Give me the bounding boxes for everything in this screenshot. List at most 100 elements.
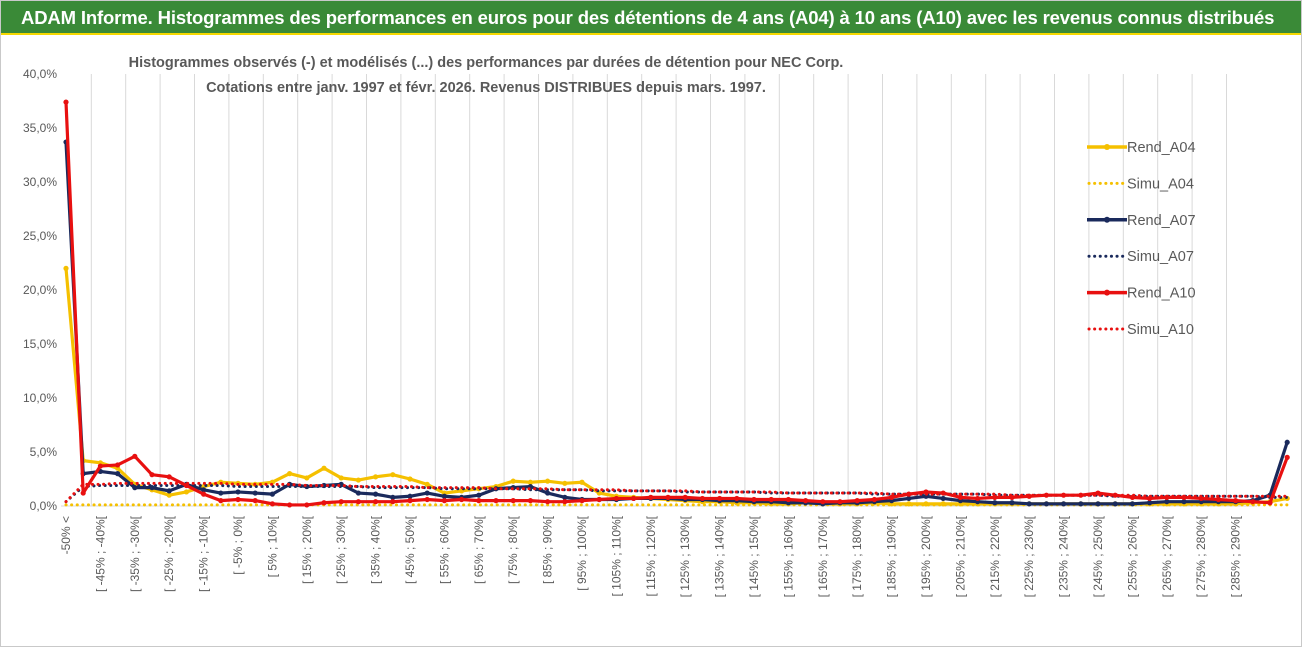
y-tick-label: 10,0% — [23, 391, 57, 405]
data-point — [252, 498, 258, 504]
data-point — [441, 498, 447, 504]
legend-item: Simu_A04 — [1087, 176, 1194, 192]
x-tick-label: [ 35% ; 40%[ — [369, 515, 383, 584]
data-point — [132, 453, 138, 459]
y-tick-label: 15,0% — [23, 337, 57, 351]
data-point — [424, 496, 430, 503]
x-tick-label: [ 75% ; 80%[ — [506, 515, 520, 584]
data-point — [579, 498, 585, 504]
data-point — [63, 265, 69, 271]
x-tick-label: [ -5% ; 0%[ — [231, 515, 245, 574]
data-point — [269, 491, 275, 497]
data-point — [1284, 439, 1290, 445]
header-banner: ADAM Informe. Histogrammes des performan… — [1, 1, 1301, 35]
x-tick-label: [ 165% ; 170%[ — [816, 515, 830, 597]
data-point — [115, 471, 121, 477]
data-point — [1250, 499, 1256, 505]
data-point — [407, 498, 413, 504]
data-point — [1215, 496, 1221, 503]
data-point — [1043, 501, 1049, 507]
data-point — [304, 475, 310, 481]
data-point — [373, 499, 379, 505]
data-point — [1164, 499, 1170, 505]
x-tick-label: [ 5% ; 10%[ — [265, 515, 279, 577]
data-point — [527, 498, 534, 504]
data-point — [613, 495, 620, 502]
data-point — [596, 496, 602, 503]
data-point — [373, 491, 379, 497]
data-point — [545, 490, 551, 496]
series-rend-a07 — [63, 139, 1290, 507]
data-point — [768, 496, 774, 503]
x-tick-label: [ 195% ; 200%[ — [919, 515, 933, 597]
data-point — [854, 498, 860, 504]
x-tick-label: [ 135% ; 140%[ — [713, 515, 727, 597]
x-tick-label: [ 215% ; 220%[ — [988, 515, 1002, 597]
series-simu-a10 — [64, 481, 1289, 504]
data-point — [424, 490, 430, 496]
data-point — [1147, 500, 1153, 506]
legend: Rend_A04 Simu_A04 Rend_A07 Simu_A07 Rend_A10… — [1087, 140, 1196, 338]
data-point — [390, 472, 396, 478]
x-tick-label: [ -45% ; -40%[ — [93, 515, 107, 592]
legend-marker — [1104, 144, 1110, 150]
series-layer — [63, 99, 1290, 508]
legend-label: Simu_A07 — [1127, 249, 1194, 265]
data-point — [785, 496, 792, 503]
plot-area — [61, 74, 1257, 506]
data-point — [1129, 501, 1135, 507]
data-point — [287, 471, 293, 477]
x-tick-label: -50% < — [59, 516, 73, 554]
data-point — [1267, 500, 1273, 506]
x-axis: -50% < [ -45% ; -40%[[ -35% ; -30%[[ -25%… — [59, 505, 1257, 597]
x-tick-label: [ 25% ; 30%[ — [334, 515, 348, 584]
data-point — [1061, 501, 1067, 507]
data-point — [837, 499, 843, 505]
data-point — [304, 502, 310, 508]
data-point — [149, 472, 155, 478]
data-point — [527, 479, 534, 485]
y-tick-label: 40,0% — [23, 67, 57, 81]
data-point — [906, 495, 912, 502]
y-tick-label: 5,0% — [30, 445, 58, 459]
data-point — [218, 498, 224, 504]
data-point — [682, 494, 688, 500]
data-point — [579, 479, 585, 485]
data-point — [166, 474, 172, 480]
data-point — [321, 500, 327, 506]
data-point — [115, 462, 121, 468]
legend-item: Rend_A10 — [1087, 286, 1196, 302]
legend-label: Rend_A04 — [1127, 140, 1196, 156]
x-tick-label: [ 65% ; 70%[ — [472, 515, 486, 584]
legend-label: Simu_A04 — [1127, 176, 1194, 192]
data-point — [631, 495, 637, 502]
data-point — [269, 501, 275, 507]
data-point — [975, 495, 981, 502]
x-tick-label: [ 115% ; 120%[ — [644, 515, 658, 596]
legend-item: Simu_A07 — [1087, 249, 1194, 265]
data-point — [287, 502, 293, 508]
x-tick-label: [ -35% ; -30%[ — [128, 515, 142, 592]
data-point — [562, 499, 568, 505]
x-tick-label: [ 245% ; 250%[ — [1091, 515, 1105, 597]
x-tick-label: [ 145% ; 150%[ — [747, 515, 761, 597]
x-tick-label: [ 105% ; 110%[ — [609, 515, 623, 596]
data-point — [1078, 492, 1084, 498]
data-point — [476, 492, 482, 498]
legend-item: Rend_A04 — [1087, 140, 1196, 156]
data-point — [562, 494, 568, 500]
data-point — [355, 490, 361, 496]
data-point — [166, 488, 172, 494]
data-point — [252, 490, 258, 496]
data-point — [940, 495, 946, 502]
legend-item: Simu_A10 — [1087, 322, 1194, 338]
data-point — [1233, 498, 1239, 504]
legend-marker — [1104, 289, 1110, 296]
data-point — [699, 495, 706, 502]
legend-label: Simu_A10 — [1127, 322, 1194, 338]
y-tick-label: 35,0% — [23, 121, 57, 135]
chart-title-line-2: Cotations entre janv. 1997 et févr. 2026… — [206, 80, 766, 96]
vertical-gridlines — [90, 74, 1227, 506]
x-tick-label: [ 285% ; 290%[ — [1229, 515, 1243, 597]
x-tick-label: [ -15% ; -10%[ — [197, 515, 211, 592]
